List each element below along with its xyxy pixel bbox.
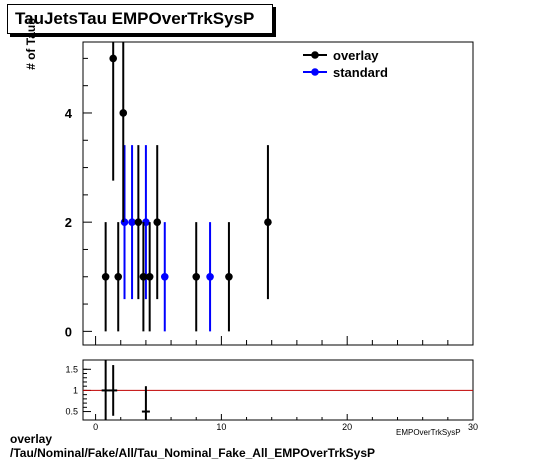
legend-label-standard: standard <box>333 65 388 80</box>
x-axis-label: EMPOverTrkSysP <box>396 428 461 437</box>
standard-point <box>128 218 136 226</box>
legend-marker-overlay <box>311 51 319 59</box>
overlay-point <box>134 218 143 226</box>
overlay-point <box>145 272 154 281</box>
main-plot-frame <box>82 41 474 346</box>
ratio-y-tick-label: 1.5 <box>65 364 78 374</box>
legend-marker-standard <box>311 68 319 76</box>
standard-point <box>160 272 169 281</box>
y-tick-label: 2 <box>65 215 72 230</box>
overlay-point <box>114 272 123 281</box>
standard-point <box>206 272 214 281</box>
ratio-y-tick-label: 1 <box>73 385 78 395</box>
overlay-point <box>192 272 201 281</box>
ratio-x-tick-label: 20 <box>342 422 352 432</box>
overlay-point <box>109 54 117 63</box>
ratio-x-tick-label: 0 <box>93 422 98 432</box>
overlay-point <box>225 272 233 281</box>
ratio-plot-marks <box>83 360 473 420</box>
ratio-y-tick-label: 0.5 <box>65 407 78 417</box>
main-plot-ticks: 0 2 4 <box>65 57 474 345</box>
title-box: TauJetsTau EMPOverTrkSysP <box>7 4 273 34</box>
y-tick-label: 4 <box>65 106 73 121</box>
overlay-point <box>139 272 148 281</box>
legend: overlay standard <box>303 48 388 80</box>
footer-line-1: overlay <box>10 432 53 446</box>
ratio-plot-ticks: 0.5 1 1.5 0 10 20 30 <box>65 364 478 432</box>
ratio-x-tick-label: 30 <box>468 422 478 432</box>
main-plot-border <box>82 41 474 346</box>
main-plot-marks <box>101 42 272 332</box>
y-tick-label: 0 <box>65 324 72 339</box>
standard-point <box>120 218 129 226</box>
overlay-point <box>101 272 110 281</box>
legend-label-overlay: overlay <box>333 48 379 63</box>
footer-line-2: /Tau/Nominal/Fake/All/Tau_Nominal_Fake_A… <box>10 446 376 460</box>
chart-title: TauJetsTau EMPOverTrkSysP <box>15 9 255 28</box>
ratio-x-tick-label: 10 <box>216 422 226 432</box>
overlay-point <box>119 109 128 117</box>
overlay-point <box>153 218 162 226</box>
overlay-point <box>264 218 272 226</box>
